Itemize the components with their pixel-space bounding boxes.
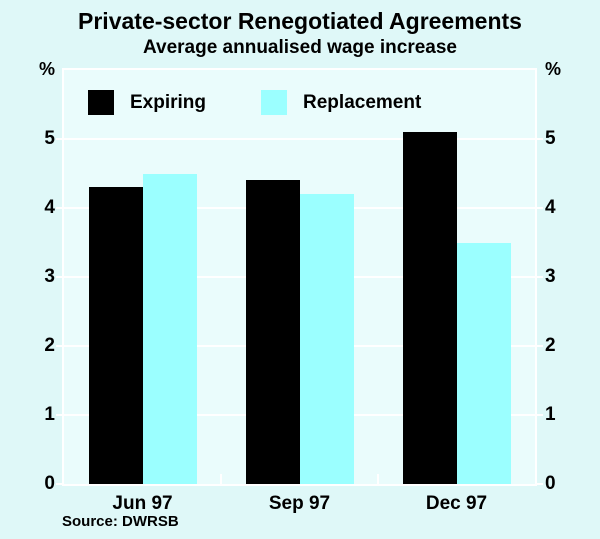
- grid-stub-left-1: [56, 414, 62, 416]
- y-axis-label-left-4: 4: [44, 197, 55, 218]
- bar-expiring-sep-97: [245, 180, 300, 484]
- bar-expiring-dec-97: [402, 132, 457, 484]
- legend-label-replacement: Replacement: [303, 91, 422, 113]
- chart-title: Private-sector Renegotiated Agreements: [78, 8, 522, 34]
- legend-swatch-expiring: [88, 90, 114, 115]
- grid-stub-right-1: [537, 414, 543, 416]
- bar-expiring-jun-97: [88, 187, 143, 484]
- grid-stub-left-3: [56, 276, 62, 278]
- grid-stub-right-5: [537, 138, 543, 140]
- y-axis-label-left-5: 5: [44, 128, 55, 149]
- grid-stub-right-2: [537, 345, 543, 347]
- y-axis-label-left-3: 3: [44, 266, 55, 287]
- grid-stub-left-0: [56, 483, 62, 485]
- chart-subtitle: Average annualised wage increase: [142, 37, 457, 58]
- y-axis-label-left-0: 0: [44, 473, 55, 494]
- y-axis-unit-right: %: [545, 59, 562, 79]
- category-boundary-tick-1: [220, 474, 222, 484]
- grid-stub-right-3: [537, 276, 543, 278]
- y-axis-label-right-3: 3: [545, 266, 556, 287]
- legend-label-expiring: Expiring: [130, 91, 207, 113]
- x-axis-label-sep-97: Sep 97: [268, 493, 331, 514]
- grid-stub-left-4: [56, 207, 62, 209]
- y-axis-label-left-2: 2: [44, 335, 55, 356]
- y-axis-label-right-0: 0: [545, 473, 556, 494]
- bar-replacement-sep-97: [299, 194, 354, 484]
- x-axis-label-dec-97: Dec 97: [425, 493, 488, 514]
- grid-stub-left-2: [56, 345, 62, 347]
- x-axis-label-jun-97: Jun 97: [112, 493, 173, 514]
- legend-item-replacement: Replacement: [261, 90, 421, 115]
- plot-area: Expiring Replacement: [62, 68, 537, 486]
- gridline-5: [64, 138, 535, 140]
- legend: Expiring Replacement: [88, 90, 421, 115]
- grid-stub-left-5: [56, 138, 62, 140]
- y-axis-label-right-1: 1: [545, 404, 556, 425]
- bar-replacement-jun-97: [142, 173, 197, 484]
- y-axis-unit-left: %: [38, 59, 55, 79]
- bar-replacement-dec-97: [456, 242, 511, 484]
- category-boundary-tick-2: [377, 474, 379, 484]
- legend-item-expiring: Expiring: [88, 90, 206, 115]
- legend-swatch-replacement: [261, 90, 288, 115]
- y-axis-label-right-2: 2: [545, 335, 556, 356]
- grid-stub-right-4: [537, 207, 543, 209]
- y-axis-label-left-1: 1: [44, 404, 55, 425]
- grid-stub-right-0: [537, 483, 543, 485]
- source-note: Source: DWRSB: [62, 513, 179, 530]
- y-axis-label-right-5: 5: [545, 128, 556, 149]
- y-axis-label-right-4: 4: [545, 197, 556, 218]
